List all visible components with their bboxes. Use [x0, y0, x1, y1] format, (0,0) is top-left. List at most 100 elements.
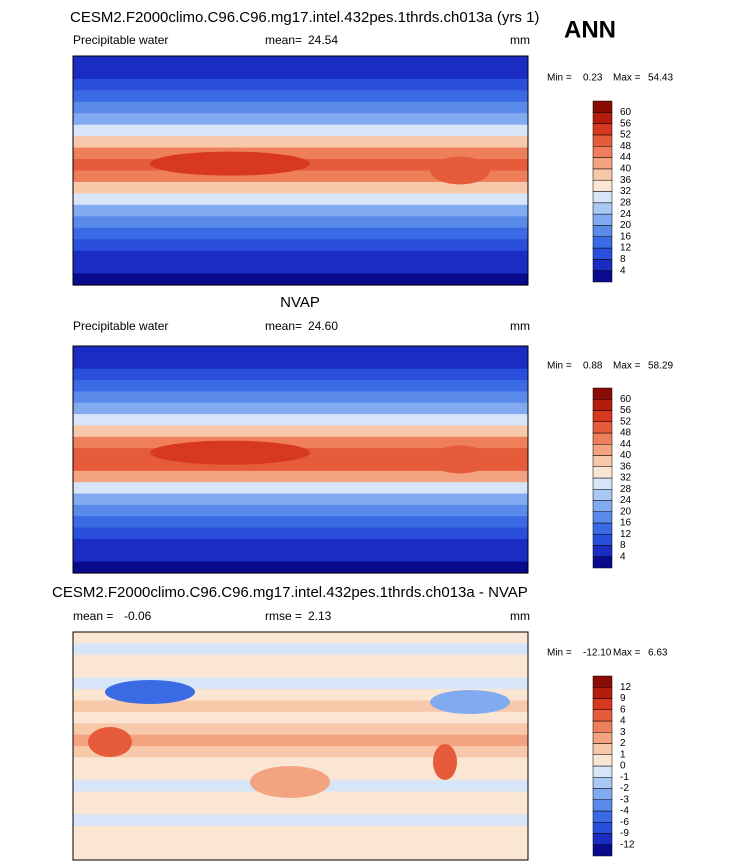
colorbar-box — [592, 191, 613, 204]
colorbar-label: 36 — [620, 461, 632, 472]
map-band — [73, 90, 528, 103]
colorbar-box — [592, 236, 613, 249]
min-label: Min = — [547, 73, 572, 84]
colorbar-box — [592, 500, 613, 512]
colorbar-label: -4 — [620, 806, 629, 817]
colorbar-box — [592, 466, 613, 479]
colorbar-label: 56 — [620, 405, 632, 416]
units: mm — [510, 609, 530, 623]
map-field — [73, 56, 528, 286]
map-band — [73, 493, 528, 506]
mean-value: 2.13 — [308, 609, 332, 623]
colorbar-box — [592, 213, 613, 226]
panel-title: NVAP — [280, 294, 320, 311]
anomaly — [250, 766, 330, 798]
map-frame — [72, 345, 529, 574]
colorbar-label: 16 — [620, 231, 632, 242]
colorbar-label: -3 — [620, 794, 629, 805]
colorbar-box — [592, 387, 613, 400]
colorbar-label: 3 — [620, 727, 626, 738]
map-band — [73, 632, 528, 644]
max-value: 58.29 — [648, 361, 673, 372]
anomaly — [433, 744, 457, 780]
colorbar-box — [592, 709, 613, 722]
colorbar-box — [592, 270, 613, 283]
colorbar-label: 60 — [620, 107, 632, 118]
colorbar-label: 8 — [620, 254, 626, 265]
colorbar-box — [592, 833, 613, 845]
map-band — [73, 711, 528, 724]
max-label: Max = — [613, 73, 641, 84]
warm-pool — [430, 445, 490, 474]
map-band — [73, 538, 528, 551]
map-band — [73, 262, 528, 275]
map-band — [73, 391, 528, 404]
map-band — [73, 368, 528, 381]
left-label: mean = — [73, 609, 113, 623]
map-band — [73, 825, 528, 838]
map-band — [73, 402, 528, 415]
colorbar-label: 52 — [620, 416, 632, 427]
min-value: 0.23 — [583, 73, 603, 84]
colorbar-box — [592, 489, 613, 501]
map-band — [73, 56, 528, 69]
colorbar-box — [592, 822, 613, 834]
map-band — [73, 803, 528, 815]
min-label: Min = — [547, 361, 572, 372]
colorbar-label: 12 — [620, 243, 632, 254]
map-band — [73, 78, 528, 91]
colorbar-label: 12 — [620, 682, 632, 693]
colorbar-box — [592, 545, 613, 557]
max-value: 54.43 — [648, 73, 673, 84]
colorbar-box — [592, 432, 613, 445]
mean-value: 24.54 — [308, 33, 338, 47]
map-band — [73, 227, 528, 240]
colorbar-box — [592, 410, 613, 422]
map-band — [73, 848, 528, 861]
units: mm — [510, 33, 530, 47]
map-band — [73, 459, 528, 472]
colorbar-box — [592, 754, 613, 767]
map-band — [73, 193, 528, 206]
map-band — [73, 654, 528, 667]
left-label: Precipitable water — [73, 319, 168, 333]
colorbar-label: 28 — [620, 197, 632, 208]
colorbar-label: 2 — [620, 738, 626, 749]
map-band — [73, 666, 528, 679]
map-band — [73, 700, 528, 713]
colorbar-box — [592, 421, 613, 434]
mean-label: mean= — [265, 33, 302, 47]
colorbar-label: 44 — [620, 152, 632, 163]
colorbar-box — [592, 556, 613, 569]
colorbar-label: 36 — [620, 175, 632, 186]
warm-pool — [430, 156, 490, 185]
colorbar-box — [592, 225, 613, 237]
map-field — [73, 346, 528, 574]
mean-value: 24.60 — [308, 319, 338, 333]
min-value: 0.88 — [583, 361, 603, 372]
colorbar-box — [592, 810, 613, 823]
colorbar-box — [592, 146, 613, 158]
colorbar-label: 32 — [620, 473, 632, 484]
map-band — [73, 425, 528, 438]
colorbar-label: 4 — [620, 716, 626, 727]
colorbar-label: 56 — [620, 118, 632, 129]
map-field — [73, 632, 528, 861]
min-label: Min = — [547, 648, 572, 659]
colorbar-label: 44 — [620, 439, 632, 450]
colorbar-label: -1 — [620, 772, 629, 783]
map-band — [73, 837, 528, 850]
min-value: -12.10 — [583, 648, 612, 659]
colorbar-label: 32 — [620, 186, 632, 197]
map-band — [73, 482, 528, 495]
colorbar-box — [592, 444, 613, 456]
map-band — [73, 414, 528, 427]
warm-pool — [150, 440, 310, 465]
map-band — [73, 380, 528, 392]
map-band — [73, 470, 528, 483]
colorbar-label: 4 — [620, 551, 626, 562]
colorbar-label: -2 — [620, 783, 629, 794]
max-label: Max = — [613, 648, 641, 659]
colorbar-box — [592, 511, 613, 524]
map-frame — [72, 55, 529, 286]
